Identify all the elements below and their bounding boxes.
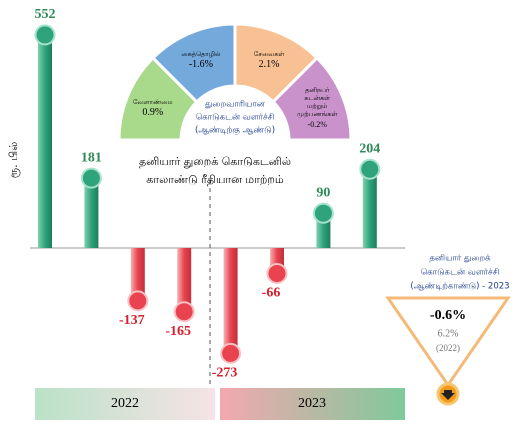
bar	[223, 248, 238, 354]
sector-value: -0.2%	[308, 120, 328, 129]
sector-name: தனிநபர்	[305, 86, 330, 94]
bar-cap	[312, 202, 334, 224]
bar-cap	[80, 167, 102, 189]
summary-panel: தனியார் துறைக் கொடுகடன் வளர்ச்சி (ஆண்டிற…	[385, 254, 511, 406]
summary-title: (ஆண்டிற்காண்டு) - 2023	[410, 282, 509, 292]
value-label: -137	[119, 313, 145, 328]
bar-cap	[220, 342, 242, 364]
sector-name: சேவைகள்	[254, 50, 286, 58]
bar	[38, 34, 52, 248]
sector-value: 2.1%	[259, 59, 280, 70]
sector-title: (ஆண்டிற்கு ஆண்டு)	[195, 126, 275, 137]
year-band	[220, 388, 405, 420]
y-axis-label: ரூ. பில்	[7, 142, 20, 178]
value-label: 552	[35, 7, 56, 22]
bar	[177, 248, 192, 312]
value-label: 181	[81, 150, 102, 165]
bar-cap	[173, 301, 195, 323]
sector-name: கைத்தொழில்	[181, 50, 221, 58]
bar-cap	[34, 24, 56, 46]
value-label: 90	[316, 185, 330, 200]
sector-name: முற்பணங்கள்	[297, 110, 339, 118]
sector	[271, 55, 353, 142]
value-label: -66	[262, 286, 281, 301]
year-band	[35, 388, 215, 420]
sector-name: மற்றும்	[307, 102, 328, 110]
year-label: 2022	[111, 396, 139, 411]
sector-value: -1.6%	[189, 59, 213, 70]
summary-title: கொடுகடன் வளர்ச்சி	[421, 268, 500, 278]
bar	[130, 248, 145, 301]
value-label: -165	[165, 324, 191, 339]
summary-triangle	[385, 296, 511, 388]
summary-current: -0.6%	[430, 308, 466, 323]
bar-cap	[127, 290, 149, 312]
bar-cap	[359, 158, 381, 180]
chart-title: காலாண்டு ரீதியான மாற்றம்	[146, 173, 284, 186]
chart-title: தனியார் துறைக் கொடுகடனில்	[139, 155, 291, 168]
bar	[84, 178, 99, 248]
sector-title: துறைவாரியான	[205, 100, 266, 110]
value-label: -273	[212, 366, 238, 381]
summary-previous: 6.2%	[438, 328, 459, 339]
summary-year: (2022)	[436, 343, 460, 353]
bar-cap	[266, 262, 288, 284]
bar	[362, 169, 377, 248]
year-label: 2023	[298, 396, 326, 411]
value-label: 204	[359, 141, 380, 156]
sector-name: வேளாண்மை	[133, 98, 174, 106]
sector-title: கொடுகடன் வளர்ச்சி	[196, 113, 275, 123]
summary-title: தனியார் துறைக்	[429, 254, 491, 264]
sector-chart: வேளாண்மை0.9% கைத்தொழில்-1.6% சேவைகள்2.1% தன…	[117, 22, 353, 142]
sector-value: 0.9%	[142, 107, 163, 118]
down-arrow	[441, 390, 455, 400]
sector-name: கடன்கள்	[304, 94, 331, 102]
